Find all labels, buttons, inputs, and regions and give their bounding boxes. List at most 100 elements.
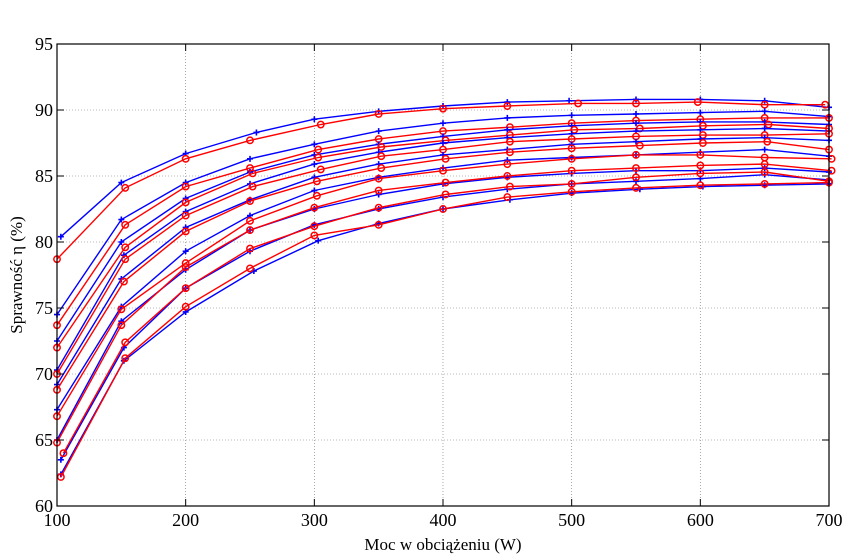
- data-point-circle: [503, 172, 512, 180]
- data-point-circle: [312, 177, 321, 186]
- data-point-circle: [181, 227, 190, 236]
- data-point-plus: [375, 191, 382, 198]
- data-point-circle: [693, 98, 702, 107]
- data-point-plus: [697, 109, 704, 116]
- data-point-circle: [181, 302, 190, 311]
- data-point-plus: [247, 155, 253, 162]
- data-point-circle: [246, 226, 254, 235]
- data-point-plus: [253, 129, 260, 136]
- data-point-circle: [827, 166, 836, 175]
- data-point-plus: [57, 456, 64, 463]
- y-tick-label: 90: [35, 100, 53, 120]
- series-red-8: [53, 129, 833, 378]
- data-point-circle: [632, 183, 640, 192]
- data-point-circle: [441, 190, 450, 199]
- data-point-circle: [503, 193, 512, 202]
- data-point-circle: [760, 179, 769, 188]
- data-point-circle: [181, 198, 190, 207]
- data-point-circle: [246, 216, 254, 225]
- data-point-circle: [181, 284, 190, 293]
- data-point-plus: [440, 120, 446, 127]
- series-line: [60, 183, 830, 475]
- data-point-plus: [440, 140, 446, 146]
- data-point-circle: [696, 169, 705, 178]
- y-axis-label: Sprawność η (%): [7, 216, 26, 333]
- data-point-circle: [314, 153, 323, 162]
- data-point-plus: [182, 179, 189, 186]
- data-point-circle: [635, 141, 644, 150]
- data-point-plus: [311, 161, 318, 168]
- data-point-plus: [633, 110, 639, 117]
- data-point-circle: [121, 183, 130, 192]
- data-point-circle: [574, 99, 583, 108]
- data-point-circle: [567, 154, 576, 163]
- series-line: [60, 181, 830, 478]
- data-point-circle: [441, 154, 450, 163]
- series-line: [56, 123, 830, 348]
- data-point-circle: [56, 473, 65, 481]
- series-red-12: [53, 150, 836, 421]
- series-blue-3: [54, 108, 832, 318]
- data-point-plus: [568, 141, 575, 148]
- data-point-plus: [761, 165, 768, 172]
- data-point-plus: [633, 178, 639, 185]
- data-point-plus: [697, 126, 704, 133]
- data-point-circle: [181, 211, 190, 220]
- data-point-circle: [181, 263, 190, 272]
- x-tick-labels: 100 200 300 400 500 600 700: [44, 510, 843, 530]
- data-point-circle: [439, 104, 447, 113]
- data-point-circle: [763, 137, 772, 146]
- data-point-circle: [248, 169, 257, 178]
- data-point-circle: [441, 178, 450, 187]
- data-point-circle: [117, 305, 126, 314]
- x-tick-label: 100: [44, 510, 71, 530]
- data-point-circle: [374, 174, 383, 183]
- data-point-circle: [764, 120, 773, 129]
- data-point-circle: [567, 166, 576, 175]
- data-point-circle: [377, 152, 386, 161]
- data-point-circle: [760, 160, 769, 169]
- data-point-circle: [696, 150, 705, 159]
- data-point-circle: [374, 203, 383, 212]
- series-red-18: [56, 178, 833, 481]
- data-point-circle: [181, 154, 190, 163]
- data-point-circle: [316, 120, 325, 129]
- data-point-circle: [821, 100, 830, 109]
- data-point-circle: [181, 182, 190, 191]
- x-tick-label: 700: [816, 510, 843, 530]
- data-point-plus: [761, 108, 768, 115]
- series-red-14: [53, 160, 836, 447]
- grid: [57, 44, 829, 506]
- data-point-circle: [246, 264, 254, 273]
- series-line: [56, 140, 830, 391]
- data-point-circle: [760, 168, 769, 176]
- series-line: [56, 163, 832, 443]
- data-point-circle: [246, 136, 254, 145]
- y-tick-label: 80: [35, 232, 53, 252]
- data-point-circle: [246, 197, 254, 206]
- data-point-circle: [567, 144, 576, 153]
- data-point-plus: [311, 116, 318, 123]
- data-point-circle: [121, 220, 130, 229]
- data-point-plus: [504, 114, 511, 121]
- data-point-plus: [315, 237, 322, 244]
- data-point-circle: [503, 160, 512, 169]
- x-tick-label: 500: [558, 510, 585, 530]
- series-line: [62, 171, 830, 454]
- series-red-2: [53, 98, 830, 264]
- data-point-circle: [505, 137, 514, 146]
- data-point-circle: [439, 166, 447, 175]
- data-point-circle: [374, 186, 383, 195]
- data-point-circle: [377, 143, 386, 151]
- tick-marks: [56, 43, 830, 507]
- data-point-circle: [310, 222, 319, 231]
- data-point-plus: [504, 99, 511, 106]
- data-point-circle: [121, 354, 130, 363]
- data-point-plus: [57, 233, 64, 240]
- data-point-plus: [375, 128, 382, 135]
- data-point-circle: [567, 187, 576, 196]
- y-tick-label: 95: [35, 34, 53, 54]
- y-tick-label: 85: [35, 166, 53, 186]
- data-point-circle: [312, 191, 321, 200]
- data-point-plus: [761, 97, 768, 104]
